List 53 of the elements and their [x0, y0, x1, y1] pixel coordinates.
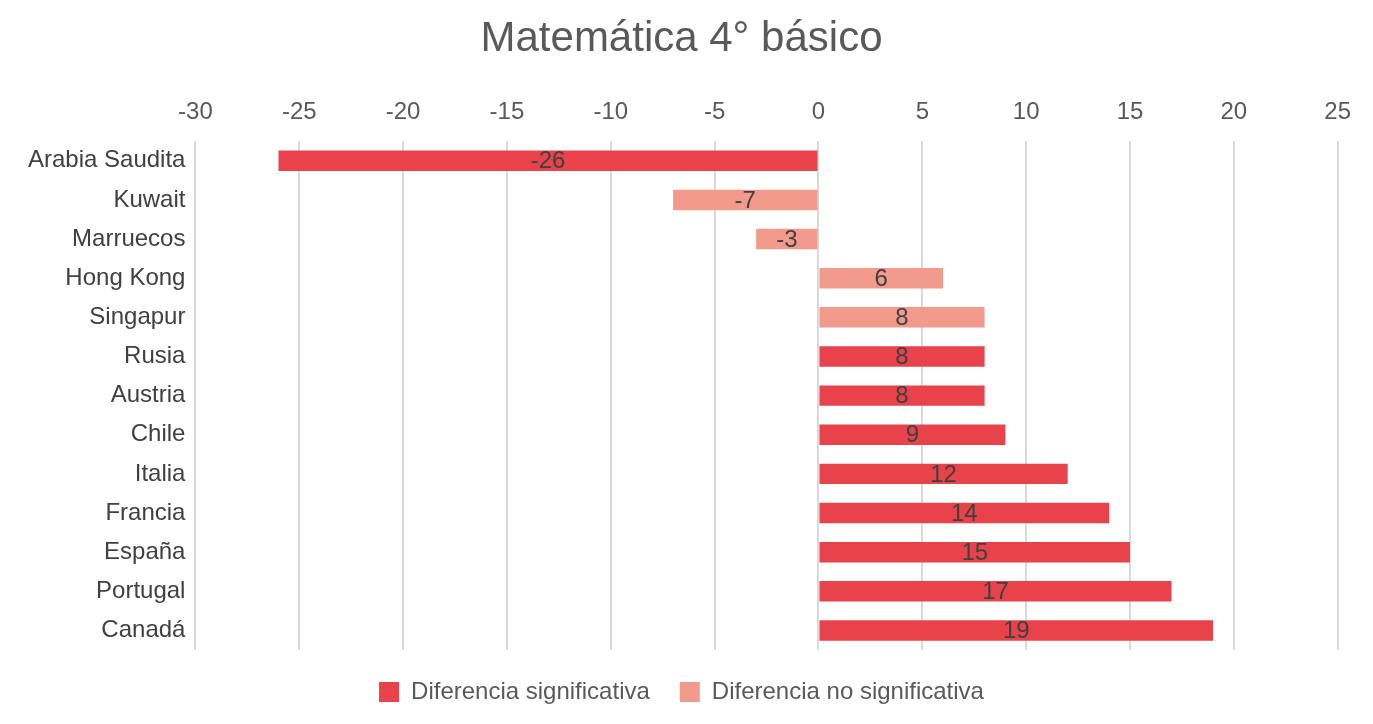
y-tick-label: Hong Kong [65, 262, 186, 290]
bar [819, 620, 1214, 641]
x-tick-label: -30 [178, 97, 213, 125]
y-tick-label: Arabia Saudita [27, 145, 187, 173]
data-label: 8 [895, 342, 909, 370]
data-label: 8 [895, 381, 909, 409]
x-tick-label: 0 [811, 97, 826, 125]
y-tick-label: España [104, 536, 187, 564]
data-label: 19 [1002, 616, 1030, 644]
x-tick-label: 20 [1220, 97, 1248, 125]
y-tick-label: Kuwait [113, 184, 186, 212]
y-tick-label: Singapur [89, 301, 186, 329]
bar [278, 150, 818, 171]
y-tick-label: Portugal [96, 575, 186, 603]
legend-label: Diferencia significativa [411, 676, 651, 704]
x-tick-label: 25 [1324, 97, 1351, 125]
bar [819, 541, 1130, 563]
x-tick-label: 5 [915, 97, 929, 125]
bar [819, 346, 985, 367]
y-tick-label: Rusia [124, 341, 187, 369]
x-tick-label: -10 [593, 97, 629, 125]
y-tick-label: Francia [105, 497, 187, 525]
data-label: 17 [982, 576, 1009, 604]
data-label: 12 [930, 459, 957, 487]
y-tick-label: Marruecos [72, 223, 186, 251]
y-tick-label: Chile [130, 419, 186, 447]
x-tick-label: -25 [281, 97, 317, 125]
y-tick-label: Italia [134, 458, 187, 486]
x-tick-label: -15 [489, 97, 525, 125]
data-label: 9 [905, 420, 920, 448]
x-tick-label: -20 [385, 97, 421, 125]
bar [819, 267, 944, 289]
x-tick-label: 10 [1012, 97, 1040, 125]
legend-label: Diferencia no significativa [711, 676, 985, 704]
bar [819, 581, 1172, 602]
bar [819, 424, 1006, 445]
data-label: -7 [734, 185, 756, 213]
data-label: -3 [776, 224, 798, 252]
bar [819, 463, 1068, 485]
data-label: 14 [950, 498, 978, 526]
chart-title: Matemática 4° básico [480, 12, 883, 60]
bar [819, 502, 1110, 524]
data-label: 8 [895, 302, 909, 330]
x-tick-label: 15 [1116, 97, 1144, 125]
bar [819, 307, 985, 328]
bar [673, 189, 818, 211]
x-tick-label: -5 [703, 97, 726, 125]
y-tick-label: Canadá [101, 615, 187, 643]
data-label: 6 [874, 263, 888, 291]
data-label: 15 [961, 537, 989, 565]
y-tick-label: Austria [110, 380, 187, 408]
bar [819, 385, 985, 406]
data-label: -26 [530, 146, 566, 174]
